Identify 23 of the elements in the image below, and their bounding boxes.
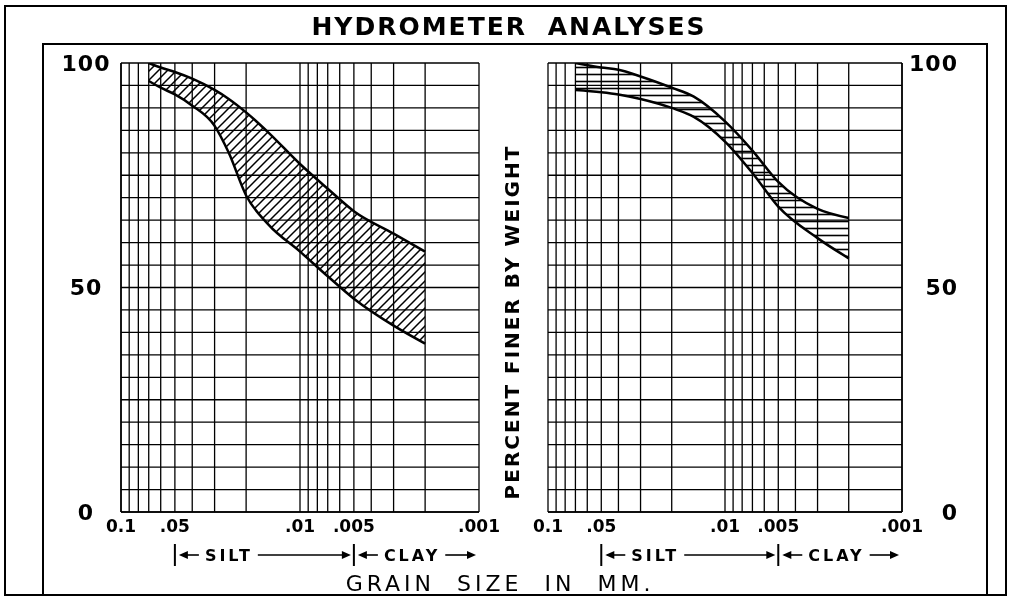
x-tick-label: 0.1: [532, 516, 564, 537]
text: CLAY: [808, 545, 865, 565]
text: CLAY: [383, 545, 441, 565]
x-tick-label: .01: [709, 516, 741, 537]
x-tick-label: .005: [757, 516, 800, 537]
y-tick-label: 100: [61, 50, 111, 76]
y-tick-label: 0: [941, 499, 958, 525]
x-tick-label: .05: [159, 516, 190, 537]
y-tick-label: 100: [909, 50, 958, 76]
chart-title: HYDROMETER ANALYSES: [311, 12, 707, 41]
x-tick-label: .05: [586, 516, 617, 537]
x-axis-title: GRAIN SIZE IN MM.: [345, 571, 655, 596]
x-tick-label: .001: [881, 516, 923, 537]
text: SILT: [204, 545, 253, 565]
y-tick-label: 0: [77, 499, 95, 525]
y-tick-label: 50: [925, 275, 958, 301]
x-tick-label: .005: [332, 516, 375, 537]
text: SILT: [631, 545, 680, 565]
x-tick-label: .001: [458, 516, 500, 537]
x-tick-label: .01: [284, 516, 316, 537]
y-tick-label: 50: [69, 275, 103, 301]
x-tick-label: 0.1: [105, 516, 137, 537]
y-axis-title: PERCENT FINER BY WEIGHT: [500, 144, 525, 500]
